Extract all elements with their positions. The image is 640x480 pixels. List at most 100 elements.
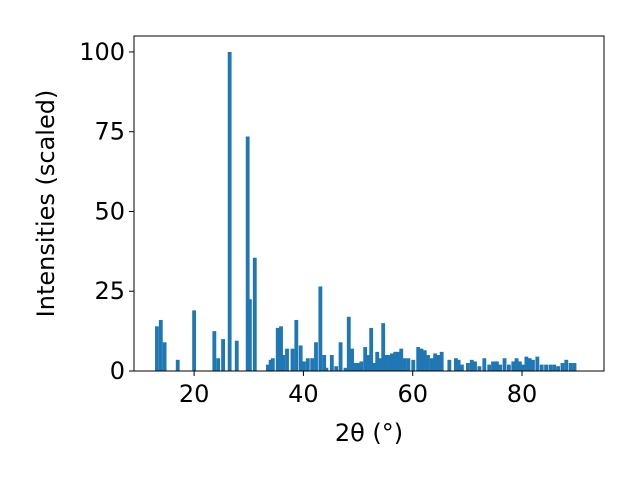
y-tick-label: 75 — [94, 118, 125, 146]
bar — [539, 364, 544, 371]
y-tick-label: 50 — [94, 197, 125, 225]
bar — [375, 351, 380, 371]
bar — [234, 340, 239, 371]
bar — [155, 326, 159, 371]
bar — [346, 316, 351, 371]
bar — [436, 355, 441, 371]
bar — [329, 355, 334, 371]
bar — [265, 364, 270, 371]
bar — [158, 319, 163, 371]
x-tick-label: 60 — [397, 380, 428, 408]
bar — [552, 364, 557, 371]
bar — [270, 358, 275, 371]
bar — [302, 361, 306, 371]
bar — [453, 358, 458, 371]
bar — [378, 358, 382, 371]
bar — [310, 358, 315, 371]
x-tick-label: 20 — [179, 380, 210, 408]
bar — [477, 366, 482, 371]
bar — [216, 358, 221, 371]
bar — [402, 358, 407, 371]
bar — [366, 355, 371, 371]
bar — [334, 366, 339, 371]
bar — [419, 348, 424, 371]
bar — [338, 342, 343, 371]
bar — [406, 358, 411, 371]
y-axis-ticks: 0 25 50 75 100 — [79, 38, 134, 385]
bar — [568, 363, 573, 371]
bar — [324, 367, 329, 371]
bar — [411, 359, 416, 371]
bar — [422, 350, 427, 371]
bar — [359, 361, 364, 371]
x-tick-label: 40 — [288, 380, 319, 408]
bar — [456, 359, 461, 371]
bar — [279, 326, 283, 371]
bar — [298, 345, 303, 371]
bar — [305, 358, 310, 371]
bar — [390, 353, 394, 371]
y-tick-label: 25 — [94, 277, 125, 305]
bar — [245, 136, 250, 371]
bar — [511, 361, 516, 371]
bar — [162, 342, 167, 371]
x-axis-ticks: 20 40 60 80 — [179, 371, 537, 408]
bar — [294, 319, 299, 371]
bar — [564, 359, 569, 371]
bar — [524, 356, 529, 371]
bar — [290, 348, 295, 371]
bar — [343, 367, 348, 371]
bar — [527, 358, 532, 371]
bar — [363, 347, 368, 371]
bar — [356, 363, 361, 371]
bars-group — [155, 51, 577, 371]
bar — [353, 363, 358, 371]
bar — [487, 364, 492, 371]
bar — [268, 359, 273, 371]
bar — [399, 348, 404, 371]
y-tick-label: 100 — [79, 38, 125, 66]
bar — [514, 358, 519, 371]
bar — [531, 359, 535, 371]
bar — [506, 364, 511, 371]
bar — [384, 355, 388, 371]
bar — [175, 359, 180, 371]
bar — [482, 358, 487, 371]
bar — [192, 310, 197, 371]
plot-frame — [133, 35, 605, 372]
bar — [548, 364, 553, 371]
bar — [416, 347, 421, 371]
bar — [473, 361, 477, 371]
bar — [426, 355, 430, 371]
bar — [386, 355, 391, 371]
bar — [439, 351, 444, 371]
x-tick-label: 80 — [507, 380, 538, 408]
bar — [285, 348, 289, 371]
bar — [517, 361, 522, 371]
bar — [429, 358, 434, 371]
bar — [372, 363, 376, 371]
bar — [544, 364, 548, 371]
bar — [469, 359, 474, 371]
bar — [535, 356, 540, 371]
bar — [466, 363, 470, 371]
bar — [212, 331, 217, 371]
bar — [350, 348, 354, 371]
bar — [314, 342, 318, 371]
bar — [381, 323, 386, 371]
bar — [572, 363, 577, 371]
bar — [281, 355, 286, 371]
y-tick-label: 0 — [110, 357, 125, 385]
x-axis-title: 2θ (°) — [335, 419, 403, 447]
bar — [459, 364, 464, 371]
bar — [521, 364, 526, 371]
bar — [227, 51, 232, 371]
bar — [433, 353, 438, 371]
bar — [447, 359, 452, 371]
bar — [560, 363, 565, 371]
bar — [221, 339, 225, 371]
y-axis-title: Intensities (scaled) — [32, 90, 60, 318]
bar — [369, 327, 374, 371]
